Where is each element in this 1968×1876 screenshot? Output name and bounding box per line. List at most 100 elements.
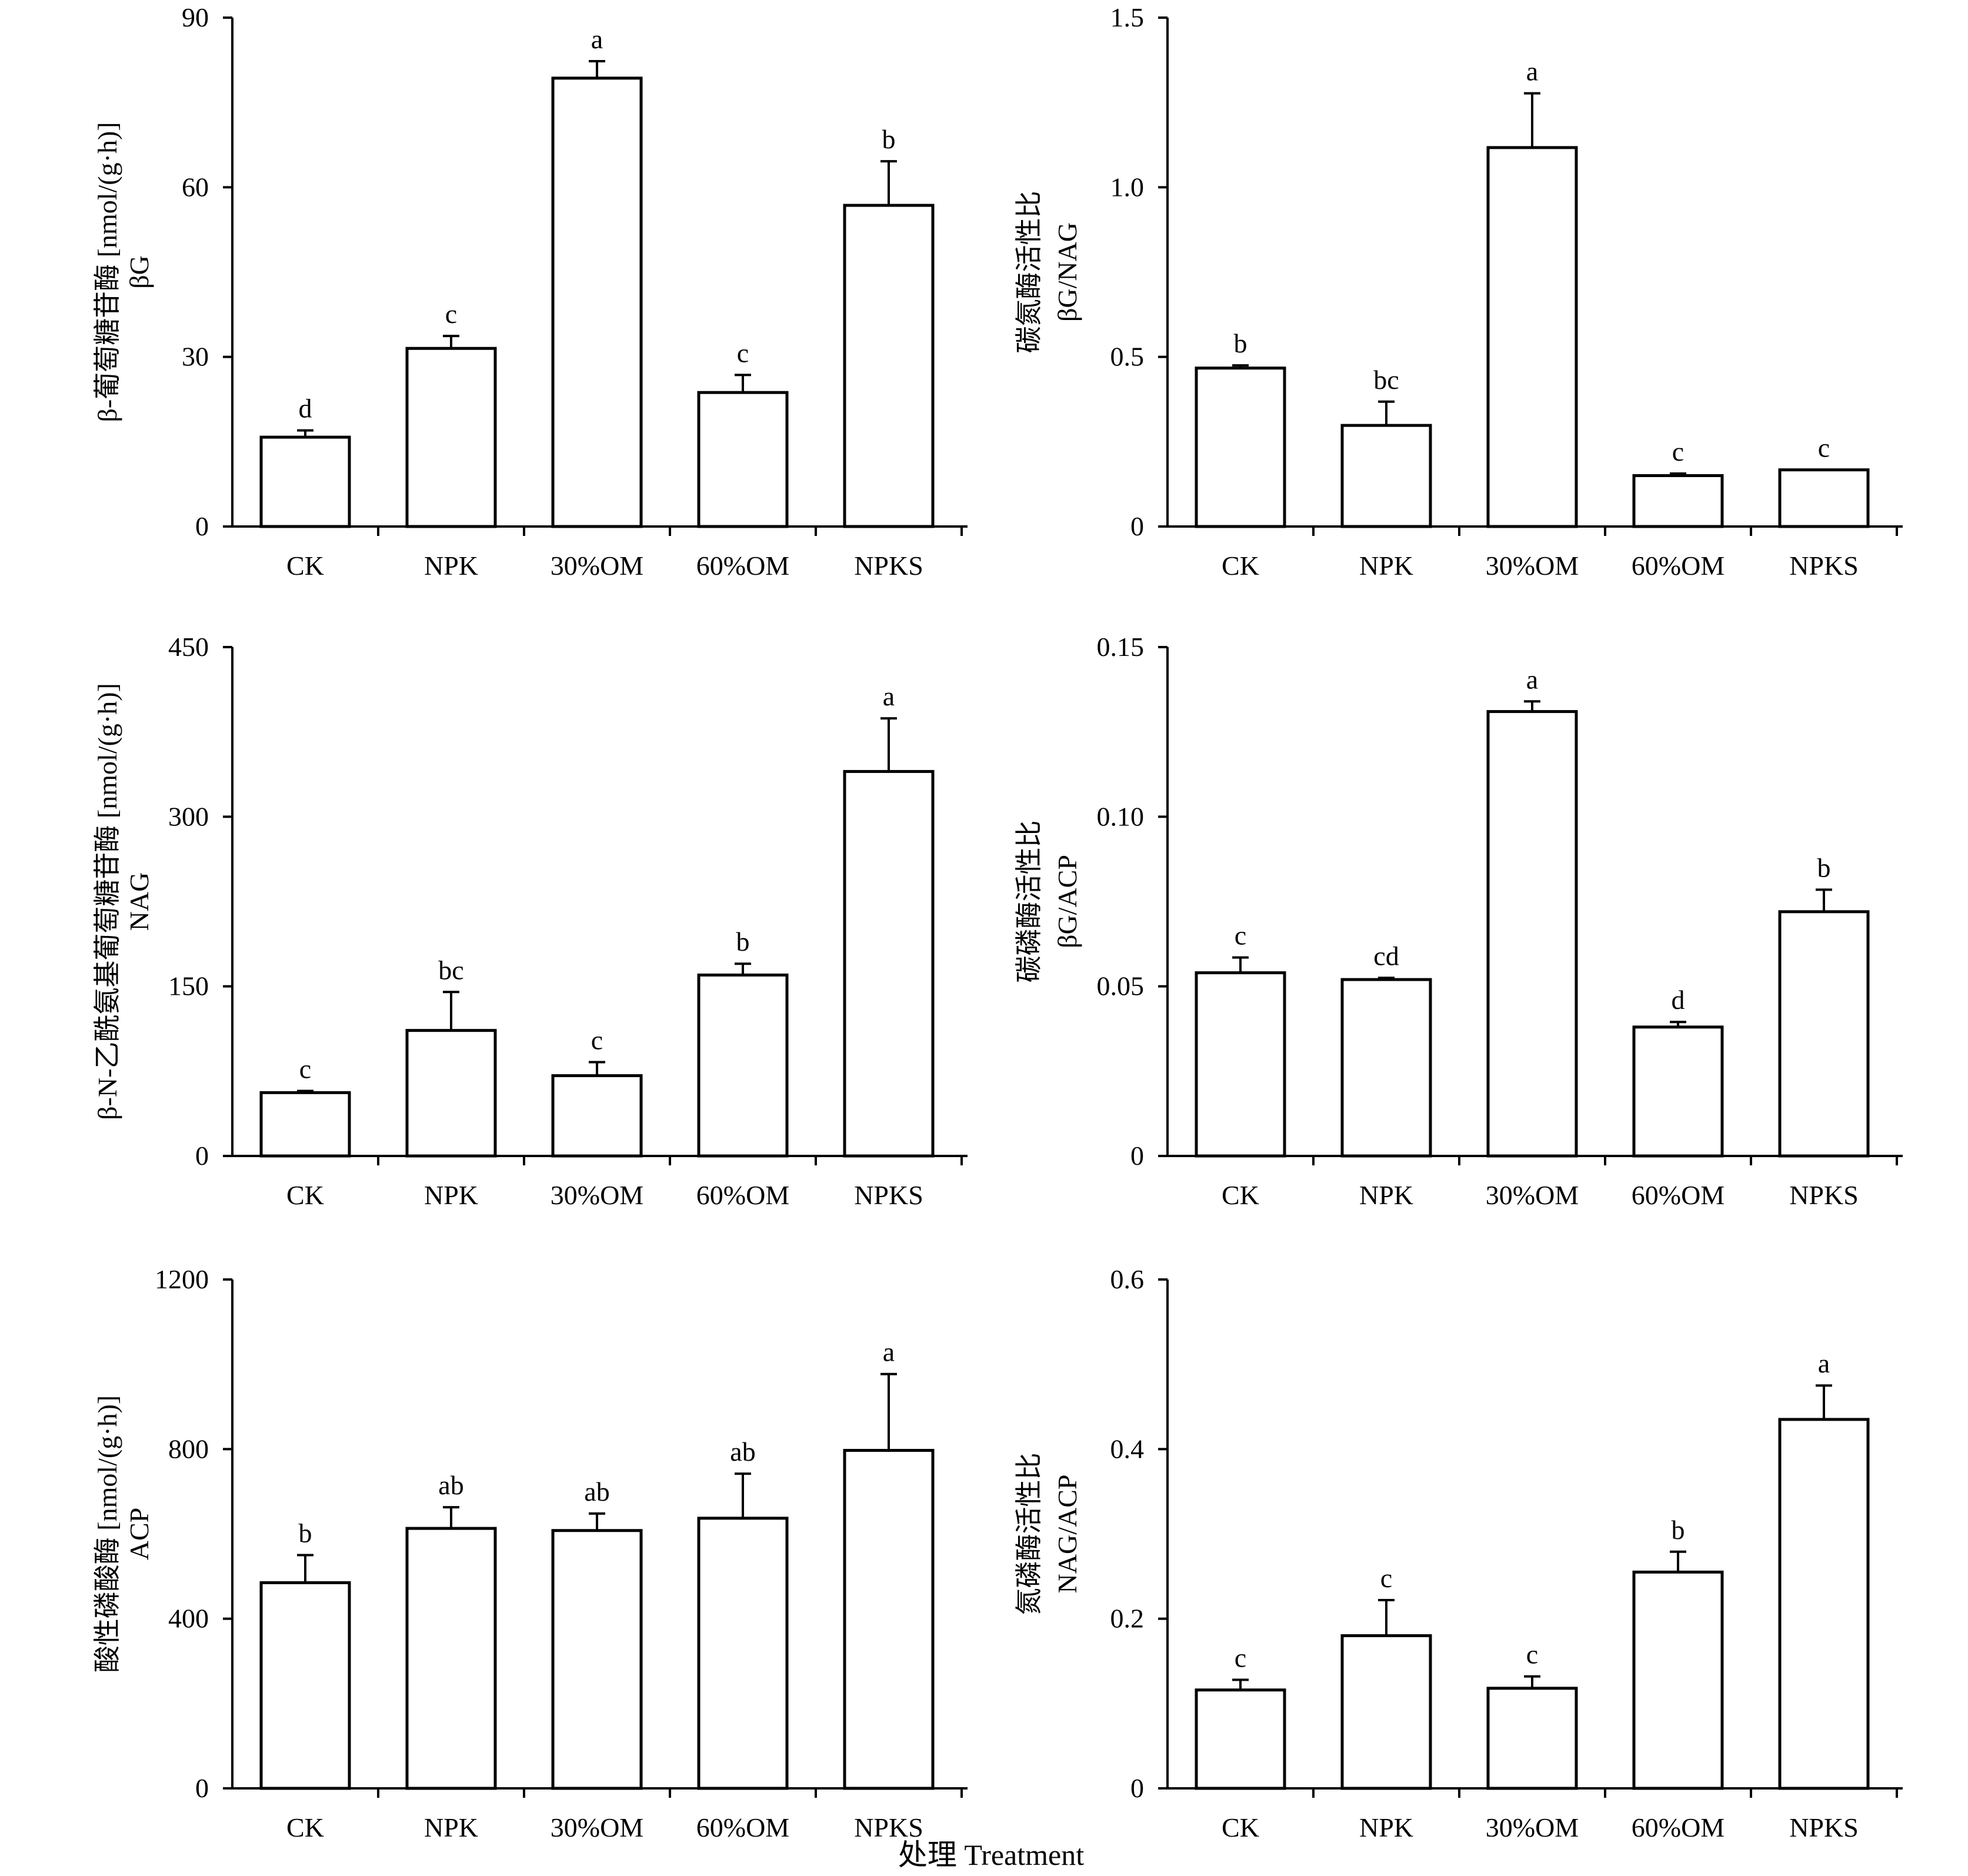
x-tick-label: CK xyxy=(286,551,324,581)
y-tick-label: 0 xyxy=(195,1773,209,1803)
bar xyxy=(259,1091,351,1158)
x-tick-label: CK xyxy=(286,1812,324,1842)
significance-label: c xyxy=(1235,1642,1246,1672)
y-tick-label: 0.05 xyxy=(1097,971,1145,1001)
y-tick-label: 800 xyxy=(168,1434,209,1464)
bar xyxy=(551,76,643,528)
y-tick-label: 0.15 xyxy=(1097,632,1145,662)
y-axis-subtitle: βG/ACP xyxy=(1052,855,1082,948)
significance-label: ab xyxy=(730,1437,755,1467)
x-tick-label: NPK xyxy=(1359,551,1413,581)
significance-label: c xyxy=(445,299,457,329)
y-axis-title: 酸性磷酸酶 [nmol/(g·h)] xyxy=(92,1395,122,1672)
x-tick-label: CK xyxy=(286,1180,324,1210)
significance-label: a xyxy=(1526,56,1538,86)
significance-label: a xyxy=(1526,664,1538,694)
significance-label: b xyxy=(1817,852,1831,882)
x-tick-label: NPKS xyxy=(1789,1812,1859,1842)
significance-label: a xyxy=(883,681,895,711)
chart-panel-5: 0 400 800 1200 b CK ab NPK ab 30%OM ab 60%OM a NPKS 酸性… xyxy=(92,1264,968,1842)
chart-panel-3: 0 150 300 450 c CK bc NPK c 30%OM b 60%OM a NPKS β-N-乙… xyxy=(92,632,968,1210)
bar xyxy=(1632,474,1724,528)
significance-label: cd xyxy=(1373,941,1399,971)
significance-label: b xyxy=(299,1518,312,1548)
y-axis-subtitle: βG/NAG xyxy=(1052,222,1082,322)
bar xyxy=(1486,146,1578,528)
bar xyxy=(843,204,935,528)
x-tick-label: 30%OM xyxy=(551,1812,643,1842)
bar xyxy=(551,1074,643,1158)
significance-label: c xyxy=(299,1054,311,1084)
significance-label: a xyxy=(1818,1348,1830,1378)
x-tick-label: NPKS xyxy=(854,1812,923,1842)
y-tick-label: 0 xyxy=(1130,511,1144,541)
x-tick-label: NPKS xyxy=(1789,551,1859,581)
bar xyxy=(551,1529,643,1790)
figure-x-axis-label: 处理 Treatment xyxy=(898,1838,1084,1871)
significance-label: c xyxy=(1526,1640,1538,1670)
y-tick-label: 60 xyxy=(182,172,209,202)
bar xyxy=(1195,971,1286,1158)
y-axis-title: 碳磷酶活性比 xyxy=(1014,821,1044,983)
significance-label: c xyxy=(1818,433,1830,463)
significance-label: b xyxy=(882,124,896,154)
x-tick-label: 30%OM xyxy=(551,1180,643,1210)
y-tick-label: 0.10 xyxy=(1097,801,1145,831)
bar xyxy=(1340,1634,1432,1790)
bar xyxy=(1195,366,1286,528)
x-tick-label: 60%OM xyxy=(696,1812,789,1842)
chart-panel-6: 0 0.2 0.4 0.6 c CK c NPK c 30%OM b 60%OM a NPKS 氮磷酶活性比… xyxy=(1014,1264,1903,1842)
chart-panel-2: 0 0.5 1.0 1.5 b CK bc NPK a 30%OM c 60%OM c NPKS 碳氮酶活性… xyxy=(1014,2,1903,581)
y-tick-label: 0 xyxy=(1130,1773,1144,1803)
bar xyxy=(1340,424,1432,528)
bar xyxy=(1632,1570,1724,1790)
bar xyxy=(697,1517,789,1790)
x-tick-label: 60%OM xyxy=(1632,1180,1724,1210)
x-tick-label: 30%OM xyxy=(1486,1180,1579,1210)
x-tick-label: NPKS xyxy=(1789,1180,1859,1210)
x-tick-label: NPKS xyxy=(854,1180,923,1210)
bar xyxy=(259,435,351,528)
significance-label: b xyxy=(1672,1515,1685,1545)
x-tick-label: NPK xyxy=(424,1812,478,1842)
y-axis-title: 碳氮酶活性比 xyxy=(1014,191,1044,354)
y-tick-label: 30 xyxy=(182,342,209,372)
chart-panel-1: 0 30 60 90 d CK c NPK a 30%OM c 60%OM b NPKS β-葡萄糖苷酶 [… xyxy=(92,2,968,581)
significance-label: bc xyxy=(1373,365,1399,395)
significance-label: b xyxy=(1234,328,1247,358)
significance-label: d xyxy=(1672,985,1685,1015)
y-tick-label: 400 xyxy=(168,1604,209,1634)
significance-label: bc xyxy=(438,955,463,985)
x-tick-label: CK xyxy=(1222,1180,1259,1210)
y-tick-label: 1.5 xyxy=(1110,2,1145,32)
y-tick-label: 90 xyxy=(182,2,209,32)
x-tick-label: 30%OM xyxy=(1486,1812,1579,1842)
y-axis-title: β-N-乙酰氨基葡萄糖苷酶 [nmol/(g·h)] xyxy=(92,683,122,1120)
y-tick-label: 0 xyxy=(195,1141,209,1171)
y-tick-label: 450 xyxy=(168,632,209,662)
bar xyxy=(843,1448,935,1790)
y-tick-label: 0.6 xyxy=(1110,1264,1145,1294)
y-tick-label: 0 xyxy=(1130,1141,1144,1171)
significance-label: c xyxy=(737,338,749,368)
y-tick-label: 0.2 xyxy=(1110,1604,1145,1634)
bar xyxy=(1340,978,1432,1158)
significance-label: c xyxy=(1672,436,1684,466)
x-tick-label: 30%OM xyxy=(551,551,643,581)
significance-label: c xyxy=(1380,1563,1392,1593)
significance-label: b xyxy=(736,927,750,957)
bar xyxy=(1486,710,1578,1158)
bar xyxy=(405,1029,497,1158)
bar xyxy=(697,391,789,528)
x-tick-label: 60%OM xyxy=(1632,551,1724,581)
significance-label: ab xyxy=(584,1477,609,1507)
bar xyxy=(1778,468,1870,528)
bar xyxy=(1195,1688,1286,1790)
y-tick-label: 0.5 xyxy=(1110,342,1145,372)
x-tick-label: NPK xyxy=(1359,1180,1413,1210)
chart-panel-4: 0 0.05 0.10 0.15 c CK cd NPK a 30%OM d 60%OM b NPKS 碳磷… xyxy=(1014,632,1903,1210)
x-tick-label: NPK xyxy=(1359,1812,1413,1842)
bar xyxy=(1632,1025,1724,1158)
y-axis-title: 氮磷酶活性比 xyxy=(1014,1453,1044,1615)
bar xyxy=(1486,1687,1578,1790)
